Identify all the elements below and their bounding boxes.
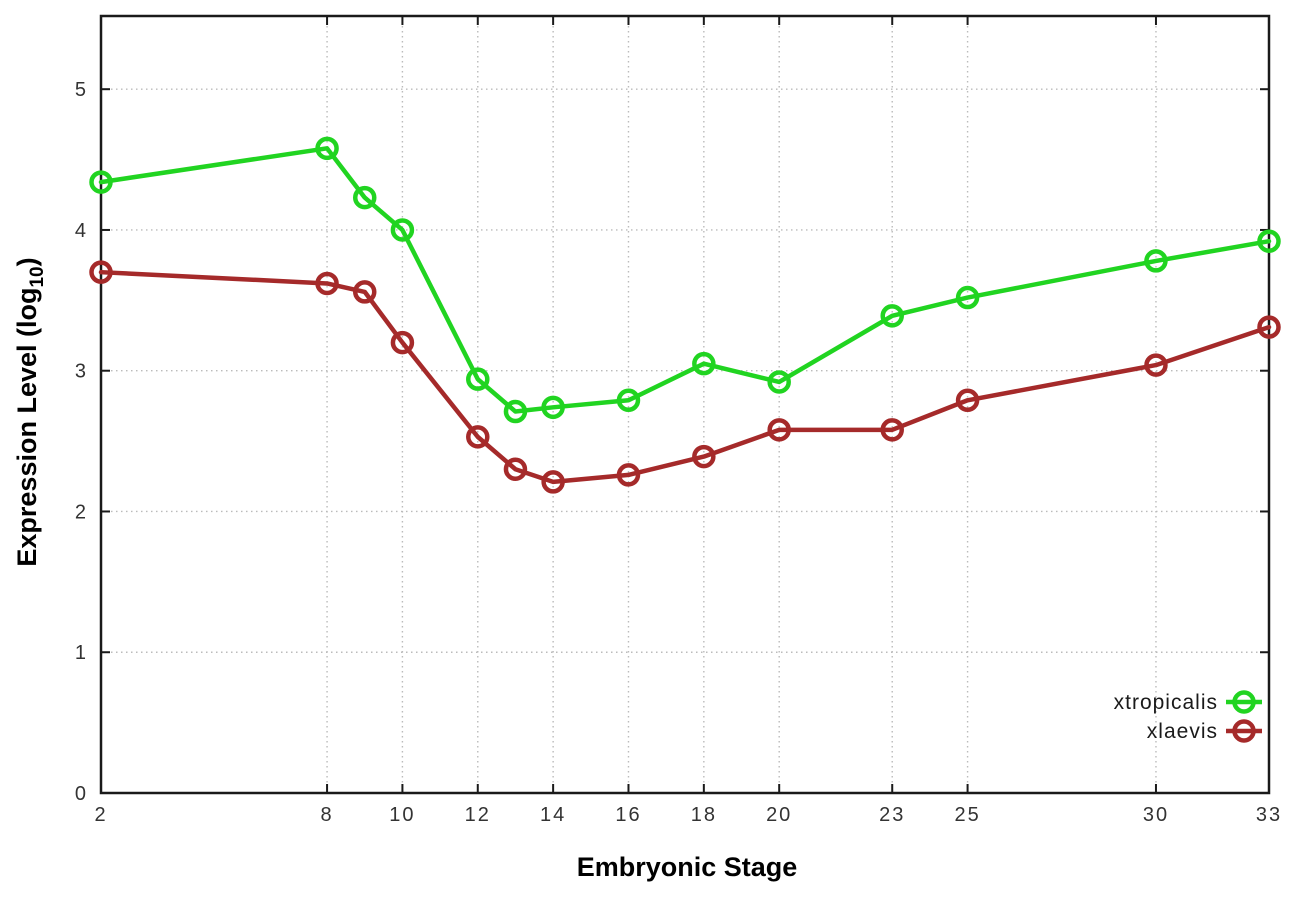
data-point-xtropicalis [880,304,904,328]
data-point-xlaevis [541,470,565,494]
data-point-xtropicalis [466,367,490,391]
x-tick-label: 20 [766,804,792,826]
data-point-xlaevis [767,418,791,442]
data-point-xtropicalis [1144,249,1168,273]
x-tick-label: 12 [465,804,491,826]
data-point-xlaevis [89,260,113,284]
x-tick-label: 33 [1256,804,1282,826]
data-point-xtropicalis [352,185,377,210]
data-point-xlaevis [352,280,377,304]
y-tick-label: 1 [75,642,88,664]
x-tick-label: 14 [540,804,566,826]
x-tick-label: 18 [691,804,717,826]
data-point-xlaevis [616,463,641,487]
data-point-xlaevis [880,418,904,442]
data-point-xlaevis [692,444,716,469]
data-point-xlaevis [390,330,415,355]
data-point-xtropicalis [390,218,415,242]
data-point-xtropicalis [503,399,528,424]
data-point-xtropicalis [692,351,716,376]
x-tick-label: 23 [879,804,905,826]
y-tick-label: 0 [75,783,88,805]
y-axis-label: Expression Level (log10) [12,257,48,566]
data-point-xlaevis [503,457,528,481]
data-point-xtropicalis [89,170,113,194]
data-point-xtropicalis [541,395,565,420]
data-point-xtropicalis [616,388,641,413]
data-point-xlaevis [1144,353,1168,377]
x-tick-label: 2 [94,804,107,826]
data-point-xtropicalis [767,370,791,394]
data-point-xlaevis [955,388,980,413]
legend-label-xtropicalis: xtropicalis [1114,691,1218,714]
plot-border [99,14,1271,795]
y-tick-label: 4 [75,220,88,242]
x-axis-label: Embryonic Stage [577,852,798,882]
x-tick-label: 10 [389,804,415,826]
x-tick-label: 8 [321,804,334,826]
legend-marker-xtropicalis [1232,690,1256,714]
y-tick-label: 5 [75,79,88,101]
y-tick-label: 3 [75,361,88,383]
legend-marker-xlaevis [1232,719,1256,743]
data-point-xlaevis [466,425,490,449]
x-tick-label: 25 [954,804,980,826]
x-tick-label: 16 [615,804,641,826]
data-point-xtropicalis [315,136,339,161]
legend-label-xlaevis: xlaevis [1147,720,1218,743]
y-tick-label: 2 [75,501,88,523]
x-tick-label: 30 [1143,804,1169,826]
data-point-xtropicalis [955,285,980,310]
data-point-xlaevis [315,271,339,296]
data-point-xlaevis [1257,315,1281,339]
data-point-xtropicalis [1257,229,1281,253]
